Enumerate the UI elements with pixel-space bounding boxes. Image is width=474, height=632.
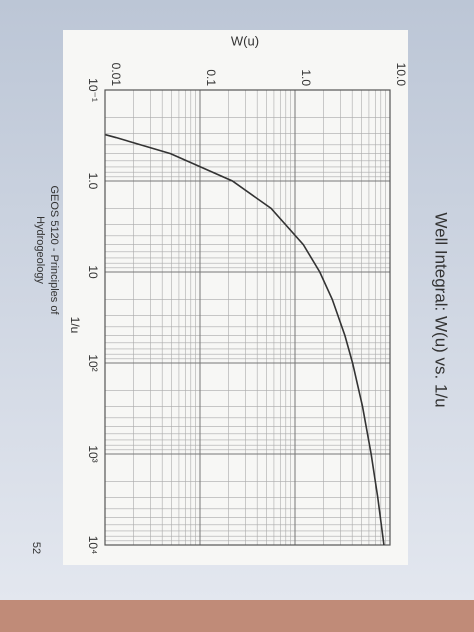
- footer-line: GEOS 5120 - Principles of: [48, 185, 60, 315]
- x-tick-label: 1.0: [86, 173, 100, 190]
- page-number: 52: [30, 542, 42, 554]
- slide: Well Integral: W(u) vs. 1/u 1/u W(u) GEO…: [0, 0, 474, 600]
- x-tick-label: 10⁻¹: [86, 78, 100, 102]
- y-tick-label: 10.0: [394, 63, 408, 87]
- x-tick-label: 10³: [86, 445, 100, 462]
- plot-panel: [63, 30, 408, 565]
- footer-line: Hydrogeology: [34, 216, 46, 284]
- plot-frame: [104, 89, 391, 546]
- curve: [105, 133, 385, 546]
- x-tick-label: 10: [86, 265, 100, 279]
- y-tick-label: 0.01: [109, 63, 123, 87]
- y-tick-label: 0.1: [204, 69, 218, 86]
- x-tick-label: 10²: [86, 354, 100, 371]
- x-axis-label: 1/u: [68, 317, 82, 334]
- y-axis-label: W(u): [231, 33, 259, 48]
- chart-title: Well Integral: W(u) vs. 1/u: [432, 212, 451, 407]
- y-tick-label: 1.0: [299, 69, 313, 86]
- x-tick-label: 10⁴: [86, 536, 100, 555]
